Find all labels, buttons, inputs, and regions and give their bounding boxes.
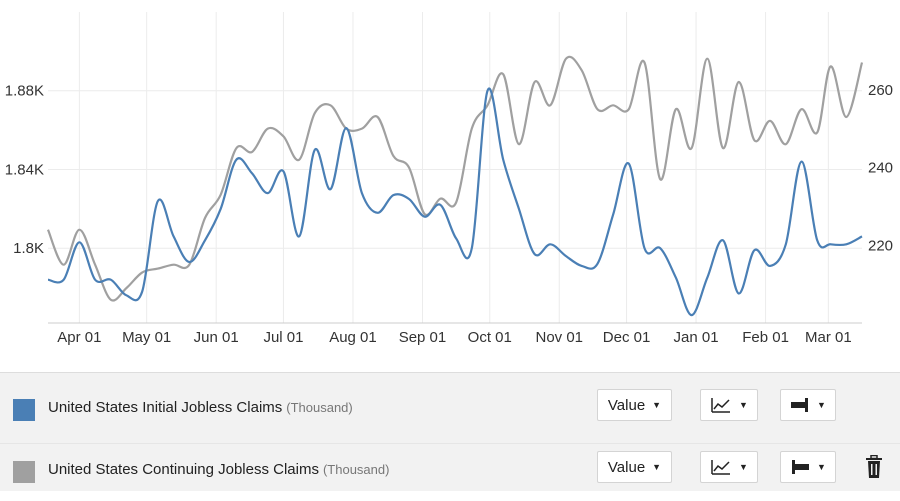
y-right-tick-label: 260 bbox=[868, 82, 893, 99]
x-tick-label: May 01 bbox=[122, 329, 171, 346]
x-tick-label: Oct 01 bbox=[468, 329, 512, 346]
x-tick-label: Aug 01 bbox=[329, 329, 377, 346]
axis-left-icon bbox=[792, 460, 810, 474]
line-chart-icon bbox=[711, 460, 731, 475]
value-dropdown[interactable]: Value ▼ bbox=[597, 389, 672, 421]
x-tick-label: Jun 01 bbox=[194, 329, 239, 346]
caret-down-icon: ▼ bbox=[652, 462, 662, 472]
y-right-tick-label: 240 bbox=[868, 160, 893, 177]
series-unit: (Thousand) bbox=[322, 462, 390, 477]
line-chart: Apr 01 May 01 Jun 01 Jul 01 Aug 01 Sep 01 Oct … bbox=[5, 12, 893, 346]
caret-down-icon: ▼ bbox=[739, 462, 748, 472]
x-tick-label: Mar 01 bbox=[805, 329, 852, 346]
legend-row-initial-claims: United States Initial Jobless Claims (Tho… bbox=[0, 381, 900, 444]
x-tick-label: Sep 01 bbox=[399, 329, 447, 346]
axis-dropdown[interactable]: ▼ bbox=[780, 451, 836, 483]
caret-down-icon: ▼ bbox=[817, 400, 826, 410]
axis-dropdown[interactable]: ▼ bbox=[780, 389, 836, 421]
axis-right-icon bbox=[791, 398, 809, 412]
caret-down-icon: ▼ bbox=[739, 400, 748, 410]
series-line-initial-claims bbox=[47, 87, 863, 317]
x-tick-label: Nov 01 bbox=[536, 329, 584, 346]
x-tick-label: Jul 01 bbox=[263, 329, 303, 346]
chart-type-dropdown[interactable]: ▼ bbox=[700, 389, 758, 421]
value-dropdown[interactable]: Value ▼ bbox=[597, 451, 672, 483]
series-color-swatch[interactable] bbox=[13, 399, 35, 421]
series-label: United States Initial Jobless Claims (Tho… bbox=[48, 399, 353, 416]
trash-icon[interactable] bbox=[864, 455, 884, 479]
series-label: United States Continuing Jobless Claims(… bbox=[48, 461, 389, 478]
x-tick-label: Dec 01 bbox=[603, 329, 651, 346]
series-unit: (Thousand) bbox=[286, 400, 353, 415]
series-name: United States Initial Jobless Claims bbox=[48, 399, 283, 416]
y-left-tick-label: 1.88K bbox=[5, 83, 44, 100]
series-line-continuing-claims bbox=[46, 55, 864, 302]
legend-row-continuing-claims: United States Continuing Jobless Claims(… bbox=[0, 443, 900, 501]
legend-panel: United States Initial Jobless Claims (Tho… bbox=[0, 372, 900, 491]
x-tick-label: Apr 01 bbox=[57, 329, 101, 346]
series-lines bbox=[46, 55, 864, 317]
y-right-tick-label: 220 bbox=[868, 237, 893, 254]
x-gridlines bbox=[78, 12, 829, 323]
caret-down-icon: ▼ bbox=[652, 400, 662, 410]
line-chart-icon bbox=[711, 398, 731, 413]
series-color-swatch[interactable] bbox=[13, 461, 35, 483]
y-left-tick-label: 1.84K bbox=[5, 161, 44, 178]
x-tick-label: Feb 01 bbox=[742, 329, 789, 346]
series-name: United States Continuing Jobless Claims bbox=[48, 461, 319, 478]
tick-labels: Apr 01 May 01 Jun 01 Jul 01 Aug 01 Sep 01 Oct … bbox=[5, 82, 893, 346]
x-tick-label: Jan 01 bbox=[674, 329, 719, 346]
y-left-tick-label: 1.8K bbox=[13, 240, 44, 257]
value-dropdown-label: Value bbox=[607, 396, 646, 414]
chart-type-dropdown[interactable]: ▼ bbox=[700, 451, 758, 483]
value-dropdown-label: Value bbox=[607, 458, 646, 476]
caret-down-icon: ▼ bbox=[817, 462, 826, 472]
